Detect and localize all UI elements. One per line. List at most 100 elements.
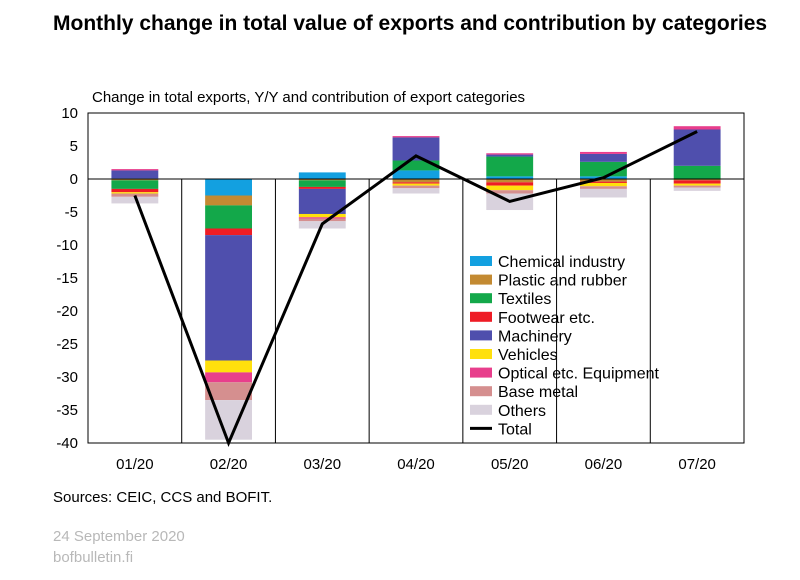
x-tick-label: 05/20 [491, 456, 529, 473]
y-tick-label: -35 [56, 402, 78, 419]
bar-segment-footwear-etc [111, 188, 159, 193]
legend-swatch-optical-etc-equipment [470, 367, 492, 378]
bar-segment-others [111, 196, 159, 204]
bar-segment-machinery [580, 153, 627, 162]
bar-segment-base-metal [392, 185, 440, 189]
bar-segment-vehicles [298, 213, 346, 218]
bar-segment-vehicles [673, 183, 721, 186]
bar-segment-plastic-and-rubber [673, 179, 721, 181]
y-tick-label: -25 [56, 336, 78, 353]
bar-segment-others [580, 188, 627, 198]
bar-segment-textiles [205, 205, 252, 229]
bar-segment-plastic-and-rubber [298, 179, 346, 181]
bar-segment-base-metal [673, 185, 721, 188]
legend-label-vehicles: Vehicles [498, 347, 558, 364]
y-tick-label: -10 [56, 237, 78, 254]
legend-swatch-others [470, 404, 492, 415]
bar-segment-base-metal [205, 382, 252, 401]
bar-segment-machinery [298, 188, 346, 214]
legend-label-others: Others [498, 403, 546, 420]
y-tick-label: 0 [70, 171, 78, 188]
bar-segment-others [673, 187, 721, 191]
legend-label-footwear-etc: Footwear etc. [498, 310, 595, 327]
bar-segment-chemical-industry [205, 179, 252, 196]
x-tick-label: 01/20 [116, 456, 154, 473]
y-tick-label: -5 [65, 204, 78, 221]
bar-segment-others [392, 188, 440, 194]
bar-segment-optical-etc-equipment [111, 169, 159, 171]
y-tick-label: 10 [61, 105, 78, 122]
bar-segment-optical-etc-equipment [486, 153, 534, 155]
x-tick-label: 04/20 [397, 456, 435, 473]
x-tick-label: 03/20 [304, 456, 342, 473]
bar-segment-chemical-industry [298, 172, 346, 179]
y-tick-label: -40 [56, 435, 78, 452]
bar-segment-machinery [486, 154, 534, 157]
bar-segment-machinery [205, 235, 252, 361]
bar-segment-base-metal [111, 193, 159, 197]
legend-label-total: Total [498, 421, 532, 438]
legend-swatch-footwear-etc [470, 311, 492, 322]
bar-segment-optical-etc-equipment [580, 151, 627, 154]
bar-segment-footwear-etc [580, 181, 627, 183]
bar-segment-plastic-and-rubber [111, 179, 159, 181]
bar-segment-vehicles [486, 185, 534, 191]
bar-segment-chemical-industry [392, 170, 440, 179]
bar-segment-footwear-etc [298, 186, 346, 189]
footer-site: bofbulletin.fi [53, 549, 134, 566]
legend-label-machinery: Machinery [498, 328, 572, 345]
legend-label-base-metal: Base metal [498, 384, 578, 401]
bar-segment-base-metal [298, 218, 346, 222]
bar-segment-textiles [673, 165, 721, 179]
bar-segment-textiles [298, 180, 346, 187]
bar-segment-optical-etc-equipment [205, 372, 252, 383]
x-tick-label: 07/20 [678, 456, 716, 473]
bar-segment-optical-etc-equipment [673, 126, 721, 130]
bar-segment-plastic-and-rubber [580, 179, 627, 182]
x-tick-label: 02/20 [210, 456, 248, 473]
y-tick-label: 5 [70, 138, 78, 155]
bar-segment-textiles [111, 180, 159, 189]
legend-label-textiles: Textiles [498, 291, 551, 308]
bar-segment-footwear-etc [486, 182, 534, 186]
bar-segment-base-metal [580, 186, 627, 189]
chart-subtitle: Change in total exports, Y/Y and contrib… [92, 89, 526, 106]
bar-segment-vehicles [111, 192, 159, 194]
bar-segment-vehicles [580, 182, 627, 187]
bar-segment-optical-etc-equipment [392, 136, 440, 138]
chart-title: Monthly change in total value of exports… [53, 12, 768, 35]
bar-segment-plastic-and-rubber [205, 195, 252, 206]
legend-swatch-textiles [470, 293, 492, 304]
bar-segment-chemical-industry [486, 176, 534, 179]
legend-swatch-chemical-industry [470, 256, 492, 266]
x-tick-label: 06/20 [585, 456, 623, 473]
legend-swatch-machinery [470, 330, 492, 341]
bar-segment-base-metal [486, 190, 534, 194]
legend-label-plastic-and-rubber: Plastic and rubber [498, 273, 628, 290]
legend-label-chemical-industry: Chemical industry [498, 254, 625, 271]
bar-segment-machinery [111, 170, 159, 179]
legend-label-optical-etc-equipment: Optical etc. Equipment [498, 366, 660, 383]
legend-swatch-base-metal [470, 386, 492, 397]
legend-swatch-vehicles [470, 349, 492, 359]
bar-segment-machinery [673, 129, 721, 166]
bar-segment-footwear-etc [205, 228, 252, 236]
bar-segment-plastic-and-rubber [392, 179, 440, 183]
y-tick-label: -15 [56, 270, 78, 287]
bar-segment-plastic-and-rubber [486, 179, 534, 183]
bar-segment-vehicles [392, 183, 440, 186]
bar-segment-machinery [392, 137, 440, 161]
bar-segment-textiles [486, 156, 534, 177]
source-note: Sources: CEIC, CCS and BOFIT. [53, 489, 273, 506]
y-tick-label: -30 [56, 369, 78, 386]
bar-segment-textiles [392, 160, 440, 171]
bar-segment-vehicles [205, 360, 252, 373]
y-tick-label: -20 [56, 303, 78, 320]
bar-segment-footwear-etc [673, 180, 721, 184]
plot-frame [87, 112, 745, 444]
bar-segment-footwear-etc [392, 182, 440, 184]
footer-date: 24 September 2020 [53, 528, 185, 545]
legend-swatch-plastic-and-rubber [470, 274, 492, 285]
bar-segment-optical-etc-equipment [298, 217, 346, 219]
